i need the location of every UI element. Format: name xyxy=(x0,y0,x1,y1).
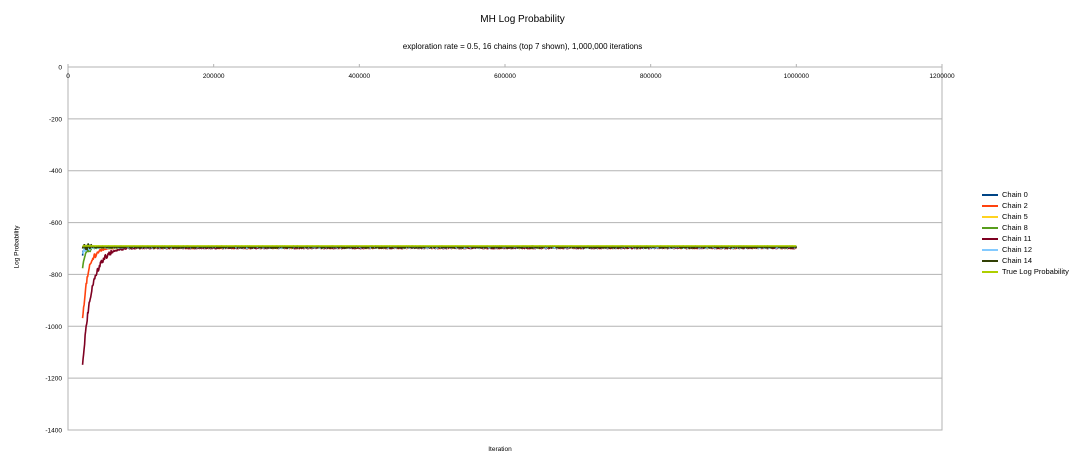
y-tick-label: -1000 xyxy=(45,324,62,331)
legend-swatch xyxy=(982,270,998,273)
x-tick-label: 400000 xyxy=(348,73,370,80)
y-tick-label: -400 xyxy=(49,168,62,175)
x-tick-label: 600000 xyxy=(494,73,516,80)
legend-item: Chain 14 xyxy=(982,255,1069,266)
x-tick-label: 1000000 xyxy=(784,73,810,80)
legend-swatch xyxy=(982,259,998,262)
x-tick-label: 0 xyxy=(66,73,70,80)
legend-label: Chain 11 xyxy=(1002,234,1032,243)
y-axis-label: Log Probability xyxy=(13,225,21,269)
legend-swatch xyxy=(982,193,998,196)
y-tick-label: -1200 xyxy=(45,376,62,383)
legend-label: Chain 2 xyxy=(1002,201,1028,210)
legend-label: Chain 8 xyxy=(1002,223,1028,232)
legend-item: Chain 12 xyxy=(982,244,1069,255)
legend: Chain 0 Chain 2 Chain 5 Chain 8 Chain 11 Chai… xyxy=(982,189,1069,277)
y-tick-label: -200 xyxy=(49,116,62,123)
legend-item: Chain 8 xyxy=(982,222,1069,233)
y-tick-label: -800 xyxy=(49,272,62,279)
legend-swatch xyxy=(982,226,998,229)
x-tick-label: 800000 xyxy=(640,73,662,80)
legend-swatch xyxy=(982,237,998,240)
legend-item: Chain 5 xyxy=(982,211,1069,222)
legend-label: True Log Probability xyxy=(1002,267,1069,276)
x-axis-label: Iteration xyxy=(488,446,512,453)
legend-label: Chain 5 xyxy=(1002,212,1028,221)
legend-swatch xyxy=(982,204,998,207)
x-tick-label: 200000 xyxy=(203,73,225,80)
legend-item: True Log Probability xyxy=(982,266,1069,277)
chart-title: MH Log Probability xyxy=(480,14,565,25)
chart-subtitle: exploration rate = 0.5, 16 chains (top 7… xyxy=(402,42,643,51)
y-tick-label: -600 xyxy=(49,220,62,227)
legend-swatch xyxy=(982,215,998,218)
legend-label: Chain 14 xyxy=(1002,256,1033,265)
legend-swatch xyxy=(982,248,998,251)
y-tick-label: 0 xyxy=(58,65,62,72)
y-tick-label: -1400 xyxy=(45,428,62,435)
x-tick-label: 1200000 xyxy=(929,73,955,80)
legend-item: Chain 0 xyxy=(982,189,1069,200)
legend-item: Chain 11 xyxy=(982,233,1069,244)
legend-item: Chain 2 xyxy=(982,200,1069,211)
legend-label: Chain 12 xyxy=(1002,245,1033,254)
legend-label: Chain 0 xyxy=(1002,190,1028,199)
